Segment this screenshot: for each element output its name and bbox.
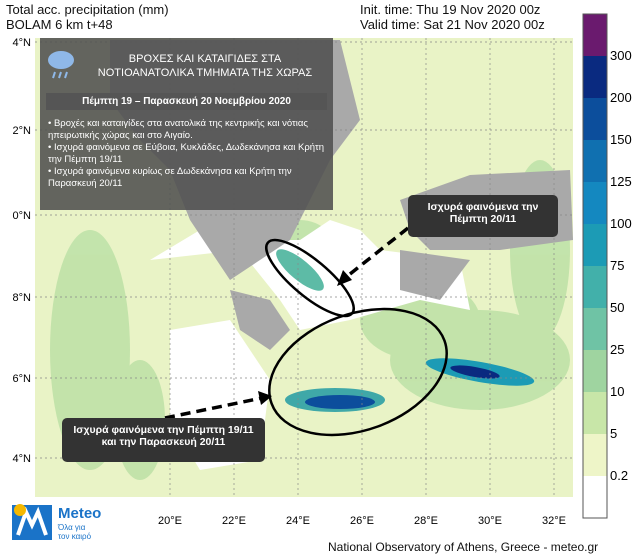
lat-label: 0°N [13,210,32,222]
colorbar-label: 150 [610,132,632,147]
lon-label: 20°E [158,515,182,527]
colorbar-label: 25 [610,342,624,357]
logo-name: Meteo [58,505,102,522]
lat-label: 4°N [13,37,32,49]
colorbar-segment [583,434,607,476]
arrow [164,396,263,420]
lat-label: 2°N [13,125,32,137]
lat-label: 6°N [13,373,32,385]
precip-heavy [276,249,535,412]
colorbar-segment [583,56,607,98]
logo-tagline: Όλα για τον καιρό [58,523,92,541]
colorbar-segment [583,308,607,350]
arrow [343,226,410,280]
info-bullet: • Ισχυρά φαινόμενα σε Εύβοια, Κυκλάδες, … [48,142,325,165]
colorbar-segment [583,182,607,224]
colorbar-label: 0.2 [610,468,628,483]
lon-label: 28°E [414,515,438,527]
footer: National Observatory of Athens, Greece -… [328,540,599,554]
info-box: ΒΡΟΧΕΣ ΚΑΙ ΚΑΤΑΙΓΙΔΕΣ ΣΤΑ ΝΟΤΙΟΑΝΑΤΟΛΙΚΑ… [40,38,333,210]
rain-icon [48,51,74,79]
info-title: ΝΟΤΙΟΑΝΑΤΟΛΙΚΑ ΤΜΗΜΑΤΑ ΤΗΣ ΧΩΡΑΣ [97,67,313,79]
info-date: Πέμπτη 19 – Παρασκευή 20 Νοεμβρίου 2020 [46,93,327,110]
colorbar-segment [583,392,607,434]
colorbar-segment [583,224,607,266]
colorbar-segment [583,14,607,56]
colorbar-segment [583,350,607,392]
colorbar-label: 50 [610,300,624,315]
colorbar-segment [583,266,607,308]
valid-time: Valid time: Sat 21 Nov 2020 00z [360,17,545,32]
colorbar-label: 75 [610,258,624,273]
lon-label: 24°E [286,515,310,527]
lon-label: 22°E [222,515,246,527]
logo-mark [12,504,52,540]
lat-label: 4°N [13,453,32,465]
lon-label: 32°E [542,515,566,527]
colorbar-segment [583,476,607,518]
colorbar-label: 125 [610,174,632,189]
colorbar-segment [583,140,607,182]
colorbar-label: 5 [610,426,617,441]
colorbar-label: 10 [610,384,624,399]
lon-label: 30°E [478,515,502,527]
info-title: ΒΡΟΧΕΣ ΚΑΙ ΚΑΤΑΙΓΙΔΕΣ ΣΤΑ [128,53,282,65]
colorbar-frame [582,13,608,519]
lon-label: 26°E [350,515,374,527]
arrow-head [258,391,272,405]
title: Total acc. precipitation (mm) [6,2,169,17]
info-bullet: • Βροχές και καταιγίδες στα ανατολικά τη… [48,118,308,141]
colorbar-label: 300 [610,48,632,63]
init-time: Init. time: Thu 19 Nov 2020 00z [360,2,541,17]
colorbar-label: 100 [610,216,632,231]
callout: Ισχυρά φαινόμενα την Πέμπτη 20/11 [408,195,558,237]
lat-label: 8°N [13,292,32,304]
info-bullet: • Ισχυρά φαινόμενα κυρίως σε Δωδεκάνησα … [48,166,292,189]
colorbar-segment [583,98,607,140]
model: BOLAM 6 km t+48 [6,17,113,32]
colorbar-label: 200 [610,90,632,105]
arrow-head [337,270,352,286]
highlight-ellipse [268,307,448,437]
callout: Ισχυρά φαινόμενα την Πέμπτη 19/11 και τη… [62,418,265,462]
